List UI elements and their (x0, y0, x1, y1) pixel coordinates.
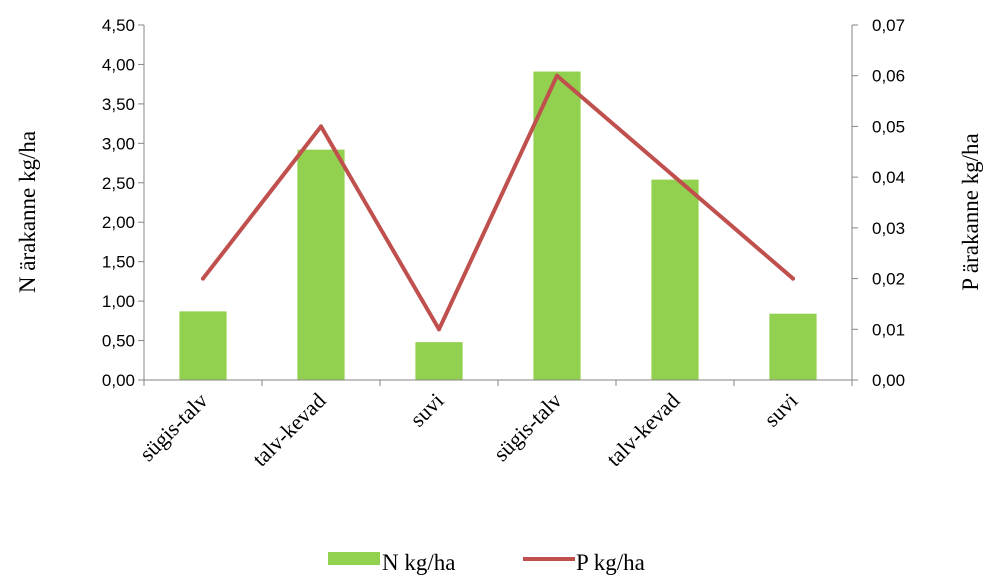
category-label: talv-kevad (247, 388, 330, 471)
bar-n-0 (179, 311, 227, 380)
legend-label-p: P kg/ha (576, 550, 645, 575)
point-p-4 (673, 175, 677, 180)
legend: N kg/ha P kg/ha (328, 550, 645, 575)
right-tick-label: 0,00 (872, 371, 905, 390)
left-tick-label: 1,00 (102, 292, 135, 311)
right-axis-ticks: 0,00 0,01 0,02 0,03 0,04 0,05 0,06 0,07 (852, 16, 905, 390)
axes (143, 25, 853, 386)
category-label: suvi (759, 388, 803, 432)
left-tick-label: 0,00 (102, 371, 135, 390)
left-axis-ticks: 0,00 0,50 1,00 1,50 2,00 2,50 3,00 3,50 4,00 4,50 (102, 16, 144, 390)
bar-n-4 (651, 179, 699, 380)
left-tick-label: 3,00 (102, 134, 135, 153)
left-tick-label: 0,50 (102, 332, 135, 351)
bar-n-3 (533, 71, 581, 381)
right-tick-label: 0,02 (872, 270, 905, 289)
left-tick-label: 1,50 (102, 253, 135, 272)
left-tick-label: 2,50 (102, 174, 135, 193)
right-tick-label: 0,03 (872, 219, 905, 238)
bar-n-5 (769, 313, 817, 380)
left-tick-label: 4,50 (102, 16, 135, 35)
right-tick-label: 0,04 (872, 168, 905, 187)
bar-n-1 (297, 149, 345, 380)
bar-series (179, 71, 817, 381)
right-tick-label: 0,06 (872, 67, 905, 86)
bar-n-2 (415, 342, 463, 380)
point-p-2 (437, 327, 441, 332)
line-series (201, 73, 795, 332)
category-label: sügis-talv (134, 388, 212, 466)
right-tick-label: 0,05 (872, 117, 905, 136)
category-label: suvi (405, 388, 449, 432)
category-label: talv-kevad (601, 388, 684, 471)
left-tick-label: 4,00 (102, 55, 135, 74)
right-tick-label: 0,01 (872, 320, 905, 339)
category-label: sügis-talv (488, 388, 566, 466)
point-p-1 (319, 124, 323, 129)
legend-label-n: N kg/ha (382, 550, 455, 575)
line-p (201, 73, 795, 332)
left-tick-label: 2,00 (102, 213, 135, 232)
category-labels: sügis-talv talv-kevad suvi sügis-talv talv-k… (134, 388, 802, 471)
right-axis-title: P ärakanne kg/ha (958, 133, 983, 291)
point-p-5 (791, 276, 795, 281)
point-p-3 (555, 73, 559, 78)
right-tick-label: 0,07 (872, 16, 905, 35)
point-p-0 (201, 276, 205, 281)
legend-swatch-n (328, 552, 380, 565)
left-tick-label: 3,50 (102, 95, 135, 114)
left-axis-title: N ärakanne kg/ha (15, 131, 40, 293)
